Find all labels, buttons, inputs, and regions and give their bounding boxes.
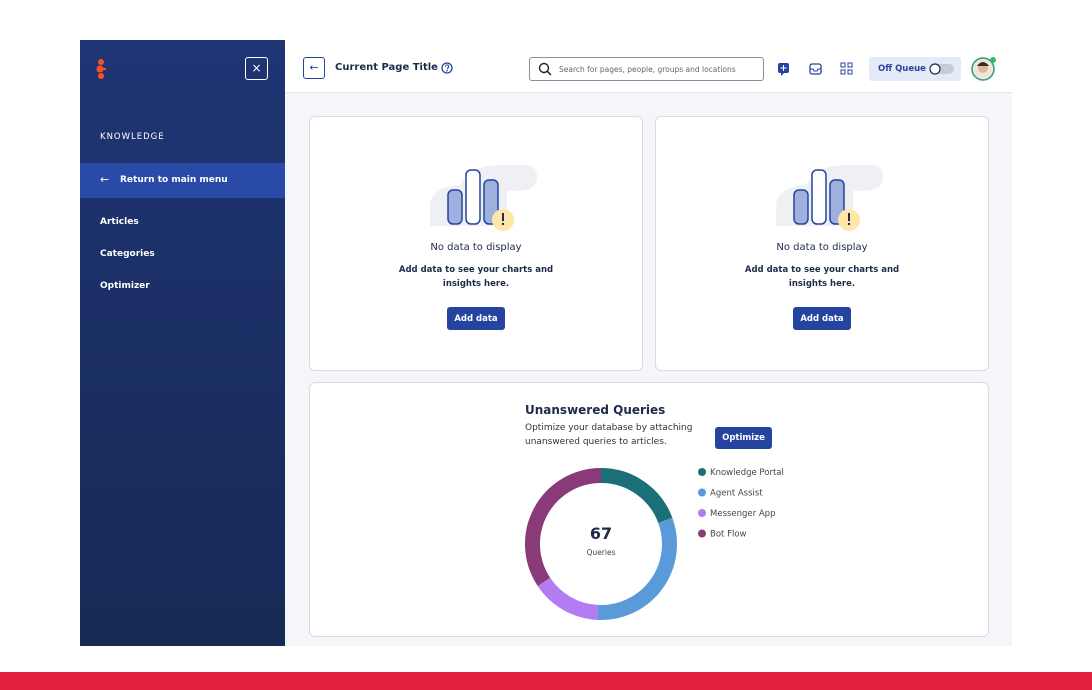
back-button[interactable]: ← xyxy=(303,57,325,79)
toolbar-icons xyxy=(778,62,853,76)
optimize-button[interactable]: Optimize xyxy=(715,427,772,449)
side-item[interactable]: Categories xyxy=(100,249,155,259)
empty-card: No data to display Add data to see your c… xyxy=(309,116,643,371)
donut-total-label: Queries xyxy=(587,548,616,557)
page-title: Current Page Title xyxy=(335,62,438,73)
queue-label: Off Queue xyxy=(878,64,926,74)
illustration-wrap xyxy=(756,162,886,236)
avatar[interactable] xyxy=(971,56,997,82)
legend-label: Agent Assist xyxy=(710,489,763,499)
close-button[interactable]: × xyxy=(245,57,268,80)
legend-label: Bot Flow xyxy=(710,530,747,540)
logo xyxy=(96,59,106,79)
switch xyxy=(929,63,954,75)
return-row[interactable]: ← Return to main menu xyxy=(80,163,285,198)
illustration xyxy=(430,165,537,231)
sidebar: × KNOWLEDGE ← Return to main menu Articl… xyxy=(80,40,285,646)
footer-bar xyxy=(0,672,1092,690)
search-icon xyxy=(538,62,552,76)
search-placeholder: Search for pages, people, groups and loc… xyxy=(559,65,736,74)
help-icon[interactable] xyxy=(441,62,453,74)
add-data-button[interactable]: Add data xyxy=(793,307,851,330)
illustration xyxy=(776,165,883,231)
queue-toggle[interactable]: Off Queue xyxy=(869,57,961,81)
legend-label: Knowledge Portal xyxy=(710,468,784,478)
empty-text: Add data to see your charts and insights… xyxy=(744,265,900,289)
legend-swatch xyxy=(698,468,706,476)
empty-title: No data to display xyxy=(776,242,868,253)
search-box[interactable]: Search for pages, people, groups and loc… xyxy=(529,57,764,81)
chart-subtitle: Optimize your database by attaching unan… xyxy=(525,423,693,447)
donut-segment xyxy=(537,577,599,620)
empty-title: No data to display xyxy=(430,242,522,253)
side-item[interactable]: Articles xyxy=(100,217,139,227)
donut-total: 67 xyxy=(590,524,612,543)
section-label: KNOWLEDGE xyxy=(100,132,165,142)
donut-segment xyxy=(600,468,673,524)
add-data-button[interactable]: Add data xyxy=(447,307,505,330)
donut-card: Unanswered Queries Optimize your databas… xyxy=(309,382,989,637)
return-label: Return to main menu xyxy=(120,175,228,185)
side-item[interactable]: Optimizer xyxy=(100,281,150,291)
empty-text: Add data to see your charts and insights… xyxy=(398,265,554,289)
legend-swatch xyxy=(698,509,706,517)
legend-swatch xyxy=(698,488,706,497)
donut-segment xyxy=(525,468,602,587)
top-bar: ← Current Page Title Search for pages, p… xyxy=(285,40,1012,93)
legend-swatch xyxy=(698,529,706,538)
illustration-wrap xyxy=(410,162,540,236)
donut-segment xyxy=(597,517,677,620)
legend-label: Messenger App xyxy=(710,509,775,519)
chart-title: Unanswered Queries xyxy=(525,403,666,417)
empty-card: No data to display Add data to see your c… xyxy=(655,116,989,371)
donut-chart: Knowledge Portal Agent Assist Messenger Ap… xyxy=(525,468,784,620)
